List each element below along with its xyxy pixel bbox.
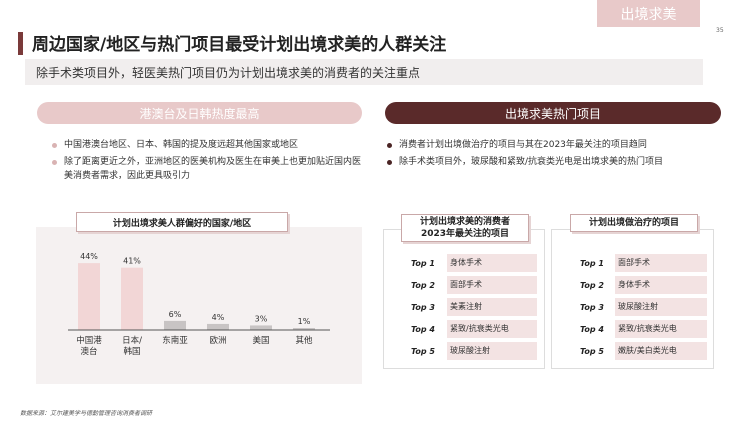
bar-value-label-2: 41% [123, 257, 141, 266]
bar-value-label-4: 4% [212, 313, 225, 322]
table1-item-5: 玻尿酸注射 [447, 342, 537, 360]
left-bullet-2: 除了距离更近之外，亚洲地区的医美机构及医生在审美上也更加贴近国内医美消费者需求，… [50, 155, 365, 183]
table1-rank-5: Top 5 [411, 347, 435, 356]
table2-rank-3: Top 3 [580, 303, 604, 312]
table1-rank-1: Top 1 [411, 259, 435, 268]
category-label-2-line-1: 日本/ [122, 335, 142, 346]
bar-2 [121, 267, 143, 330]
table1-rank-3: Top 3 [411, 303, 435, 312]
bar-value-label-6: 1% [298, 317, 311, 326]
table2-rank-4: Top 4 [580, 325, 604, 334]
table1-rank-2: Top 2 [411, 281, 435, 290]
bar-3 [164, 320, 186, 330]
bar-5 [250, 325, 272, 330]
right-bullet-list: 消费者计划出境做治疗的项目与其在2023年最关注的项目趋同 除手术类项目外，玻尿… [385, 138, 705, 172]
table2-rank-5: Top 5 [580, 347, 604, 356]
title-accent-bar [18, 32, 23, 55]
right-section-heading: 出境求美热门项目 [385, 102, 721, 124]
chart-title: 计划出境求美人群偏好的国家/地区 [76, 212, 288, 232]
category-label-6: 其他 [295, 335, 313, 346]
section-tag: 出境求美 [597, 0, 700, 27]
table1-title-line-1: 计划出境求美的消费者 [419, 217, 510, 227]
table1-item-1: 身体手术 [447, 254, 537, 272]
bar-1 [78, 263, 100, 330]
table2-item-1: 面部手术 [615, 254, 707, 272]
subtitle-band [25, 59, 703, 85]
left-bullet-1: 中国港澳台地区、日本、韩国的提及度远超其他国家或地区 [50, 138, 365, 152]
left-bullet-list: 中国港澳台地区、日本、韩国的提及度远超其他国家或地区 除了距离更近之外，亚洲地区… [50, 138, 365, 186]
category-label-2-line-2: 韩国 [123, 346, 140, 357]
bar-value-label-1: 44% [80, 252, 98, 261]
category-label-1-line-1: 中国港 [76, 335, 102, 346]
table1-title-line-2: 2023年最关注的项目 [420, 229, 510, 239]
bar-value-label-3: 6% [169, 310, 182, 319]
category-label-3: 东南亚 [162, 335, 188, 346]
page-title: 周边国家/地区与热门项目最受计划出境求美的人群关注 [32, 35, 447, 55]
right-bullet-2: 除手术类项目外，玻尿酸和紧致/抗衰类光电是出境求美的热门项目 [385, 155, 705, 169]
table2-item-4: 紧致/抗衰类光电 [615, 320, 707, 338]
table1-title: 计划出境求美的消费者 2023年最关注的项目 [401, 214, 529, 242]
page-subtitle: 除手术类项目外，轻医美热门项目仍为计划出境求美的消费者的关注重点 [36, 66, 421, 80]
right-bullet-1: 消费者计划出境做治疗的项目与其在2023年最关注的项目趋同 [385, 138, 705, 152]
bar-4 [207, 323, 229, 330]
category-label-5: 美国 [252, 335, 269, 346]
table2-item-2: 身体手术 [615, 276, 707, 294]
table1-item-4: 紧致/抗衰类光电 [447, 320, 537, 338]
table2-rank-2: Top 2 [580, 281, 604, 290]
table2-item-5: 嫩肤/美白类光电 [615, 342, 707, 360]
page-number: 35 [716, 27, 724, 34]
table2-item-3: 玻尿酸注射 [615, 298, 707, 316]
table2-title: 计划出境做治疗的项目 [570, 214, 698, 232]
category-label-4: 欧洲 [209, 335, 226, 346]
table1-item-3: 美素注射 [447, 298, 537, 316]
left-section-heading: 港澳台及日韩热度最高 [37, 102, 362, 124]
bar-value-label-5: 3% [255, 314, 268, 323]
category-label-1-line-2: 澳台 [80, 346, 97, 357]
table1-rank-4: Top 4 [411, 325, 435, 334]
table2-rank-1: Top 1 [580, 259, 604, 268]
table1-item-2: 面部手术 [447, 276, 537, 294]
bar-6 [293, 328, 315, 330]
data-source-note: 数据来源：艾尔建美学与德勤管理咨询消费者调研 [20, 410, 153, 417]
